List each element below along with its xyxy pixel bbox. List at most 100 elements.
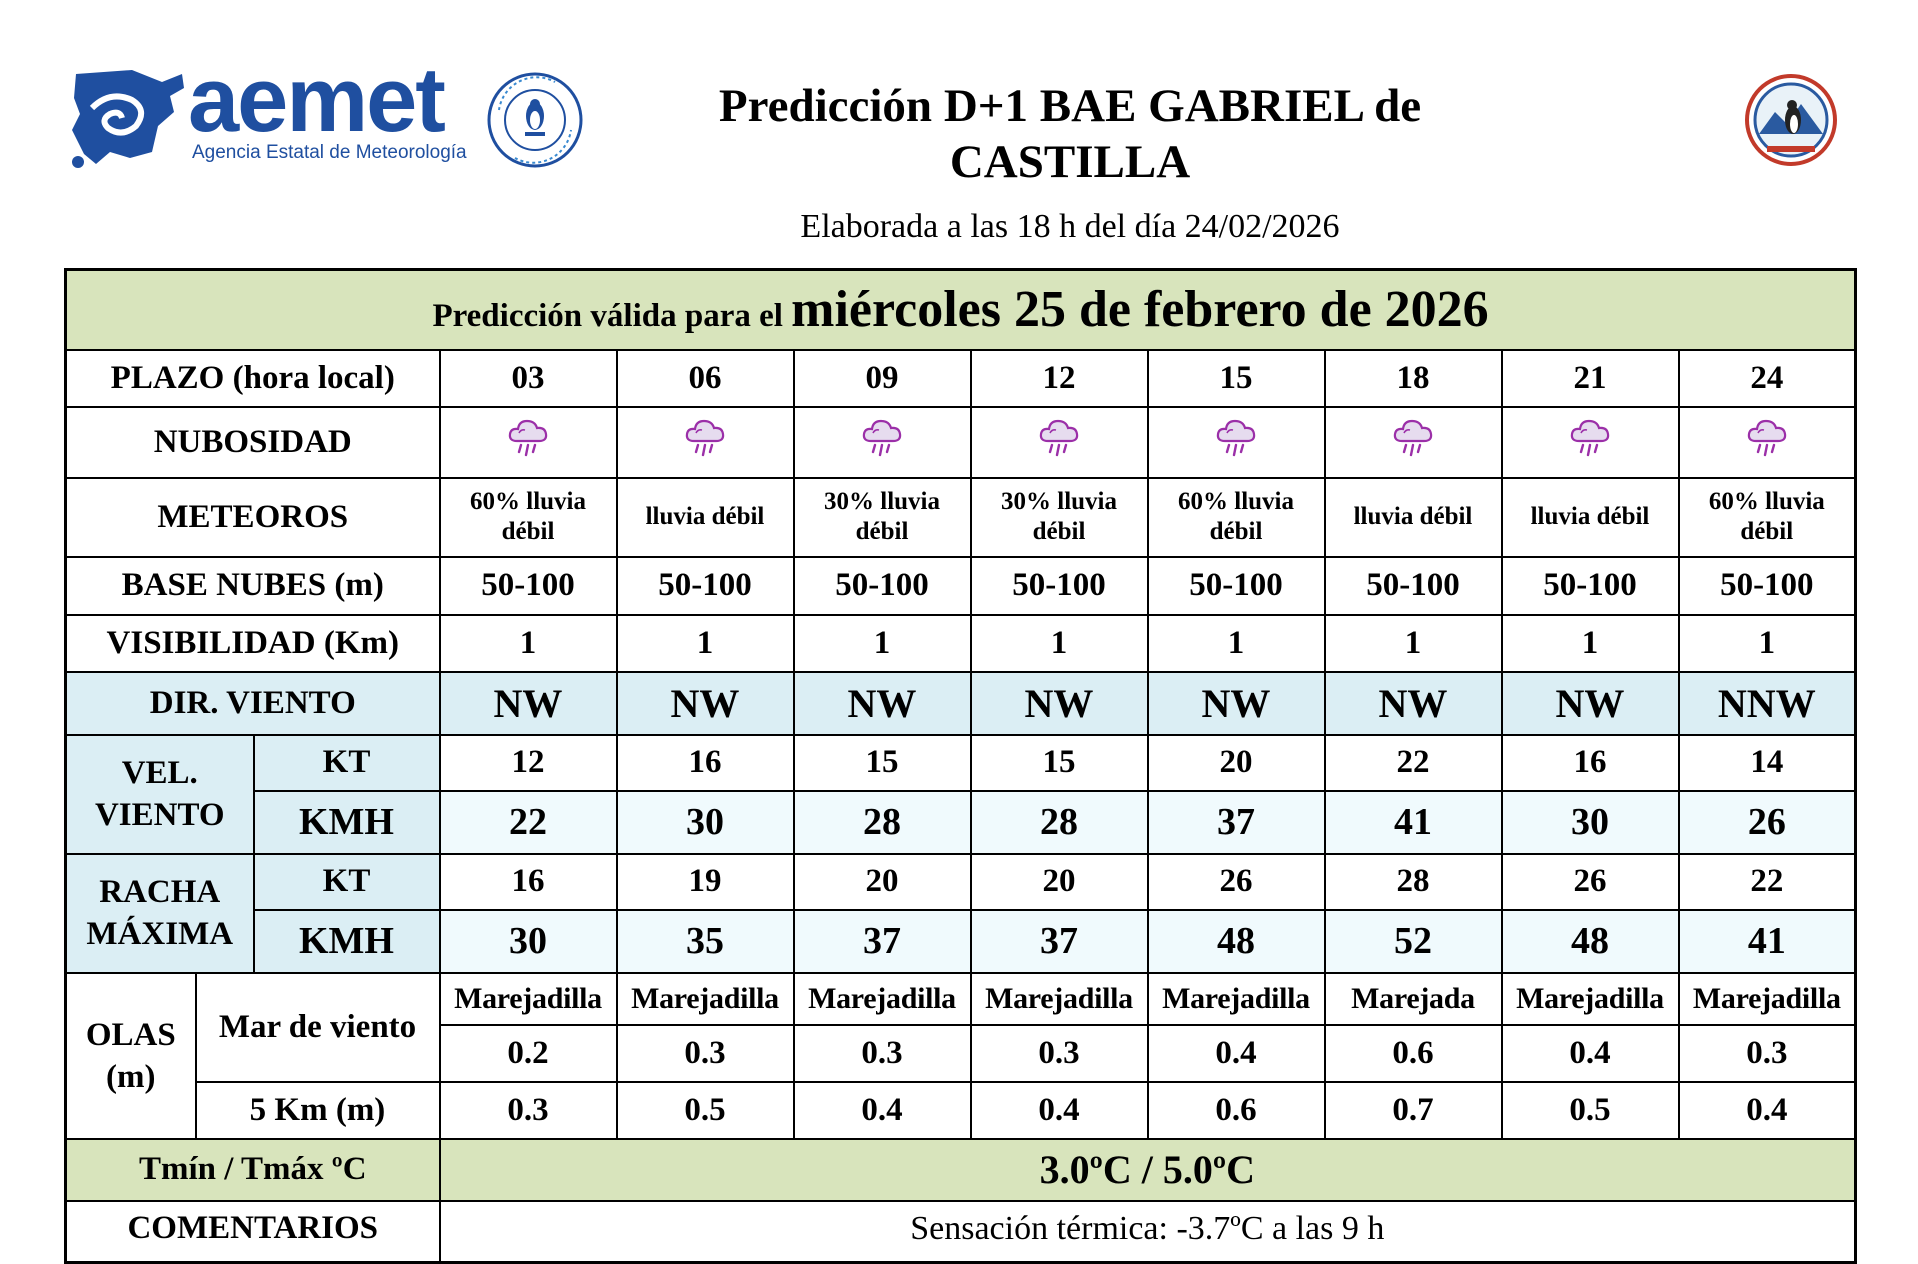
forecast-table: Predicción válida para el miércoles 25 d… bbox=[64, 268, 1858, 1264]
vel-kmh-row: KMH 22 30 28 28 37 41 30 26 bbox=[65, 789, 1857, 855]
plazo-row: PLAZO (hora local) 03 06 09 12 15 18 21 … bbox=[64, 348, 1857, 408]
dir-viento-cell: NW bbox=[438, 670, 618, 736]
vel-kmh-cell: 28 bbox=[792, 789, 972, 855]
meteoros-cell: 60% lluvia débil bbox=[1146, 476, 1326, 558]
penguin-badge-icon bbox=[487, 72, 583, 168]
vel-kmh-cell: 26 bbox=[1677, 789, 1857, 855]
mar-type-row: OLAS (m) Mar de viento Marejadilla Marej… bbox=[64, 971, 1857, 1140]
mar-type-cell: Marejadilla bbox=[1146, 971, 1326, 1026]
dir-viento-cell: NW bbox=[615, 670, 795, 736]
dir-viento-cell: NW bbox=[1146, 670, 1326, 736]
km5-cell: 0.4 bbox=[792, 1080, 972, 1140]
aemet-wordmark: aemet bbox=[188, 49, 446, 151]
mar-height-cell: 0.4 bbox=[1146, 1023, 1326, 1083]
racha-kt-cell: 19 bbox=[615, 852, 795, 911]
base-nubes-cell: 50-100 bbox=[1677, 555, 1857, 616]
racha-kt-unit: KT bbox=[252, 852, 441, 911]
visibilidad-cell: 1 bbox=[969, 613, 1149, 673]
meteoros-label: METEOROS bbox=[64, 476, 441, 558]
mar-type-cell: Marejadilla bbox=[792, 971, 972, 1026]
cloud-rain-icon bbox=[1567, 415, 1613, 470]
meteoros-cell: 30% lluvia débil bbox=[969, 476, 1149, 558]
km5-row: 5 Km (m) 0.3 0.5 0.4 0.4 0.6 0.7 0.5 0.4 bbox=[66, 1080, 1857, 1140]
valid-date-row: Predicción válida para el miércoles 25 d… bbox=[64, 268, 1857, 351]
visibilidad-cell: 1 bbox=[1323, 613, 1503, 673]
dir-viento-label: DIR. VIENTO bbox=[64, 670, 441, 736]
antarctic-campaigns-badge bbox=[485, 70, 585, 175]
visibilidad-cell: 1 bbox=[1500, 613, 1680, 673]
racha-kt-cell: 26 bbox=[1146, 852, 1326, 911]
racha-kmh-cell: 35 bbox=[615, 908, 795, 974]
valid-prefix: Predicción válida para el bbox=[432, 298, 783, 335]
page-title: Predicción D+1 BAE GABRIEL de CASTILLA bbox=[680, 78, 1460, 190]
valid-date: miércoles 25 de febrero de 2026 bbox=[791, 281, 1489, 339]
km5-label: 5 Km (m) bbox=[194, 1080, 441, 1140]
mar-type-cell: Marejadilla bbox=[438, 971, 618, 1026]
base-nubes-row: BASE NUBES (m) 50-100 50-100 50-100 50-1… bbox=[64, 555, 1857, 616]
km5-cell: 0.4 bbox=[1677, 1080, 1857, 1140]
visibilidad-cell: 1 bbox=[792, 613, 972, 673]
cloud-rain-icon bbox=[505, 415, 551, 470]
dir-viento-cell: NW bbox=[792, 670, 972, 736]
comentarios-value: Sensación térmica: -3.7ºC a las 9 h bbox=[438, 1199, 1857, 1264]
cloud-rain-icon bbox=[1036, 415, 1082, 470]
racha-kmh-cell: 37 bbox=[969, 908, 1149, 974]
racha-kmh-unit: KMH bbox=[252, 908, 441, 974]
meteoros-cell: lluvia débil bbox=[1323, 476, 1503, 558]
cloud-rain-icon bbox=[859, 415, 905, 470]
vel-kmh-cell: 30 bbox=[1500, 789, 1680, 855]
visibilidad-cell: 1 bbox=[438, 613, 618, 673]
meteoros-cell: lluvia débil bbox=[1500, 476, 1680, 558]
olas-text: OLAS (m) bbox=[85, 1016, 176, 1095]
mar-height-row: 0.2 0.3 0.3 0.3 0.4 0.6 0.4 0.3 bbox=[66, 1023, 1857, 1083]
visibilidad-label: VISIBILIDAD (Km) bbox=[64, 613, 441, 673]
base-nubes-cell: 50-100 bbox=[438, 555, 618, 616]
hour-cell: 15 bbox=[1146, 348, 1326, 408]
racha-kmh-row: KMH 30 35 37 37 48 52 48 41 bbox=[65, 908, 1857, 974]
page-subtitle: Elaborada a las 18 h del día 24/02/2026 bbox=[800, 208, 1340, 245]
vel-kmh-cell: 41 bbox=[1323, 789, 1503, 855]
racha-kmh-cell: 41 bbox=[1677, 908, 1857, 974]
nubosidad-cell bbox=[792, 405, 972, 479]
mar-height-cell: 0.3 bbox=[615, 1023, 795, 1083]
base-nubes-cell: 50-100 bbox=[1323, 555, 1503, 616]
nubosidad-row: NUBOSIDAD bbox=[64, 405, 1857, 479]
nubosidad-cell bbox=[1323, 405, 1503, 479]
aemet-logo: aemet Agencia Estatal de Meteorología bbox=[70, 54, 470, 172]
cloud-rain-icon bbox=[1213, 415, 1259, 470]
racha-maxima-label: RACHA MÁXIMA bbox=[64, 852, 255, 974]
racha-kmh-cell: 52 bbox=[1323, 908, 1503, 974]
visibilidad-cell: 1 bbox=[1677, 613, 1857, 673]
racha-kmh-cell: 48 bbox=[1146, 908, 1326, 974]
mar-height-cell: 0.3 bbox=[969, 1023, 1149, 1083]
km5-cell: 0.7 bbox=[1323, 1080, 1503, 1140]
meteoros-cell: lluvia débil bbox=[615, 476, 795, 558]
base-nubes-cell: 50-100 bbox=[969, 555, 1149, 616]
vel-kt-cell: 15 bbox=[969, 733, 1149, 792]
dir-viento-cell: NNW bbox=[1677, 670, 1857, 736]
visibilidad-cell: 1 bbox=[615, 613, 795, 673]
temperature-label: Tmín / Tmáx ºC bbox=[64, 1137, 441, 1202]
dir-viento-cell: NW bbox=[1323, 670, 1503, 736]
vel-kt-cell: 12 bbox=[438, 733, 618, 792]
valid-date-cell: Predicción válida para el miércoles 25 d… bbox=[64, 268, 1857, 351]
mar-height-cell: 0.2 bbox=[438, 1023, 618, 1083]
racha-kt-cell: 26 bbox=[1500, 852, 1680, 911]
title-line-2: CASTILLA bbox=[949, 136, 1191, 188]
mar-type-cell: Marejadilla bbox=[1500, 971, 1680, 1026]
cloud-rain-icon bbox=[1390, 415, 1436, 470]
racha-maxima-text: RACHA MÁXIMA bbox=[86, 874, 234, 952]
base-nubes-cell: 50-100 bbox=[792, 555, 972, 616]
mar-type-cell: Marejadilla bbox=[1677, 971, 1857, 1026]
mar-type-cell: Marejadilla bbox=[969, 971, 1149, 1026]
vel-kmh-cell: 28 bbox=[969, 789, 1149, 855]
base-nubes-label: BASE NUBES (m) bbox=[64, 555, 441, 616]
vel-kt-cell: 14 bbox=[1677, 733, 1857, 792]
mar-height-cell: 0.6 bbox=[1323, 1023, 1503, 1083]
nubosidad-cell bbox=[438, 405, 618, 479]
km5-cell: 0.4 bbox=[969, 1080, 1149, 1140]
racha-kt-cell: 22 bbox=[1677, 852, 1857, 911]
vel-viento-text: VEL. VIENTO bbox=[94, 755, 225, 833]
racha-kmh-cell: 37 bbox=[792, 908, 972, 974]
temperature-value: 3.0ºC / 5.0ºC bbox=[438, 1137, 1857, 1202]
